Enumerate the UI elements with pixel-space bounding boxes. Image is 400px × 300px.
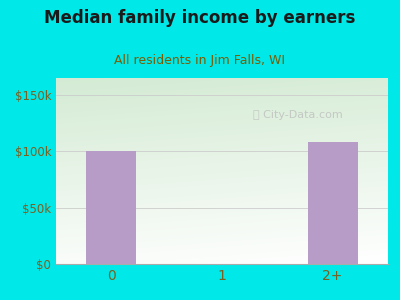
Text: All residents in Jim Falls, WI: All residents in Jim Falls, WI <box>114 54 286 67</box>
Bar <box>308 142 358 264</box>
Text: Median family income by earners: Median family income by earners <box>44 9 356 27</box>
Bar <box>86 151 136 264</box>
Text: ⓘ City-Data.com: ⓘ City-Data.com <box>254 110 343 120</box>
